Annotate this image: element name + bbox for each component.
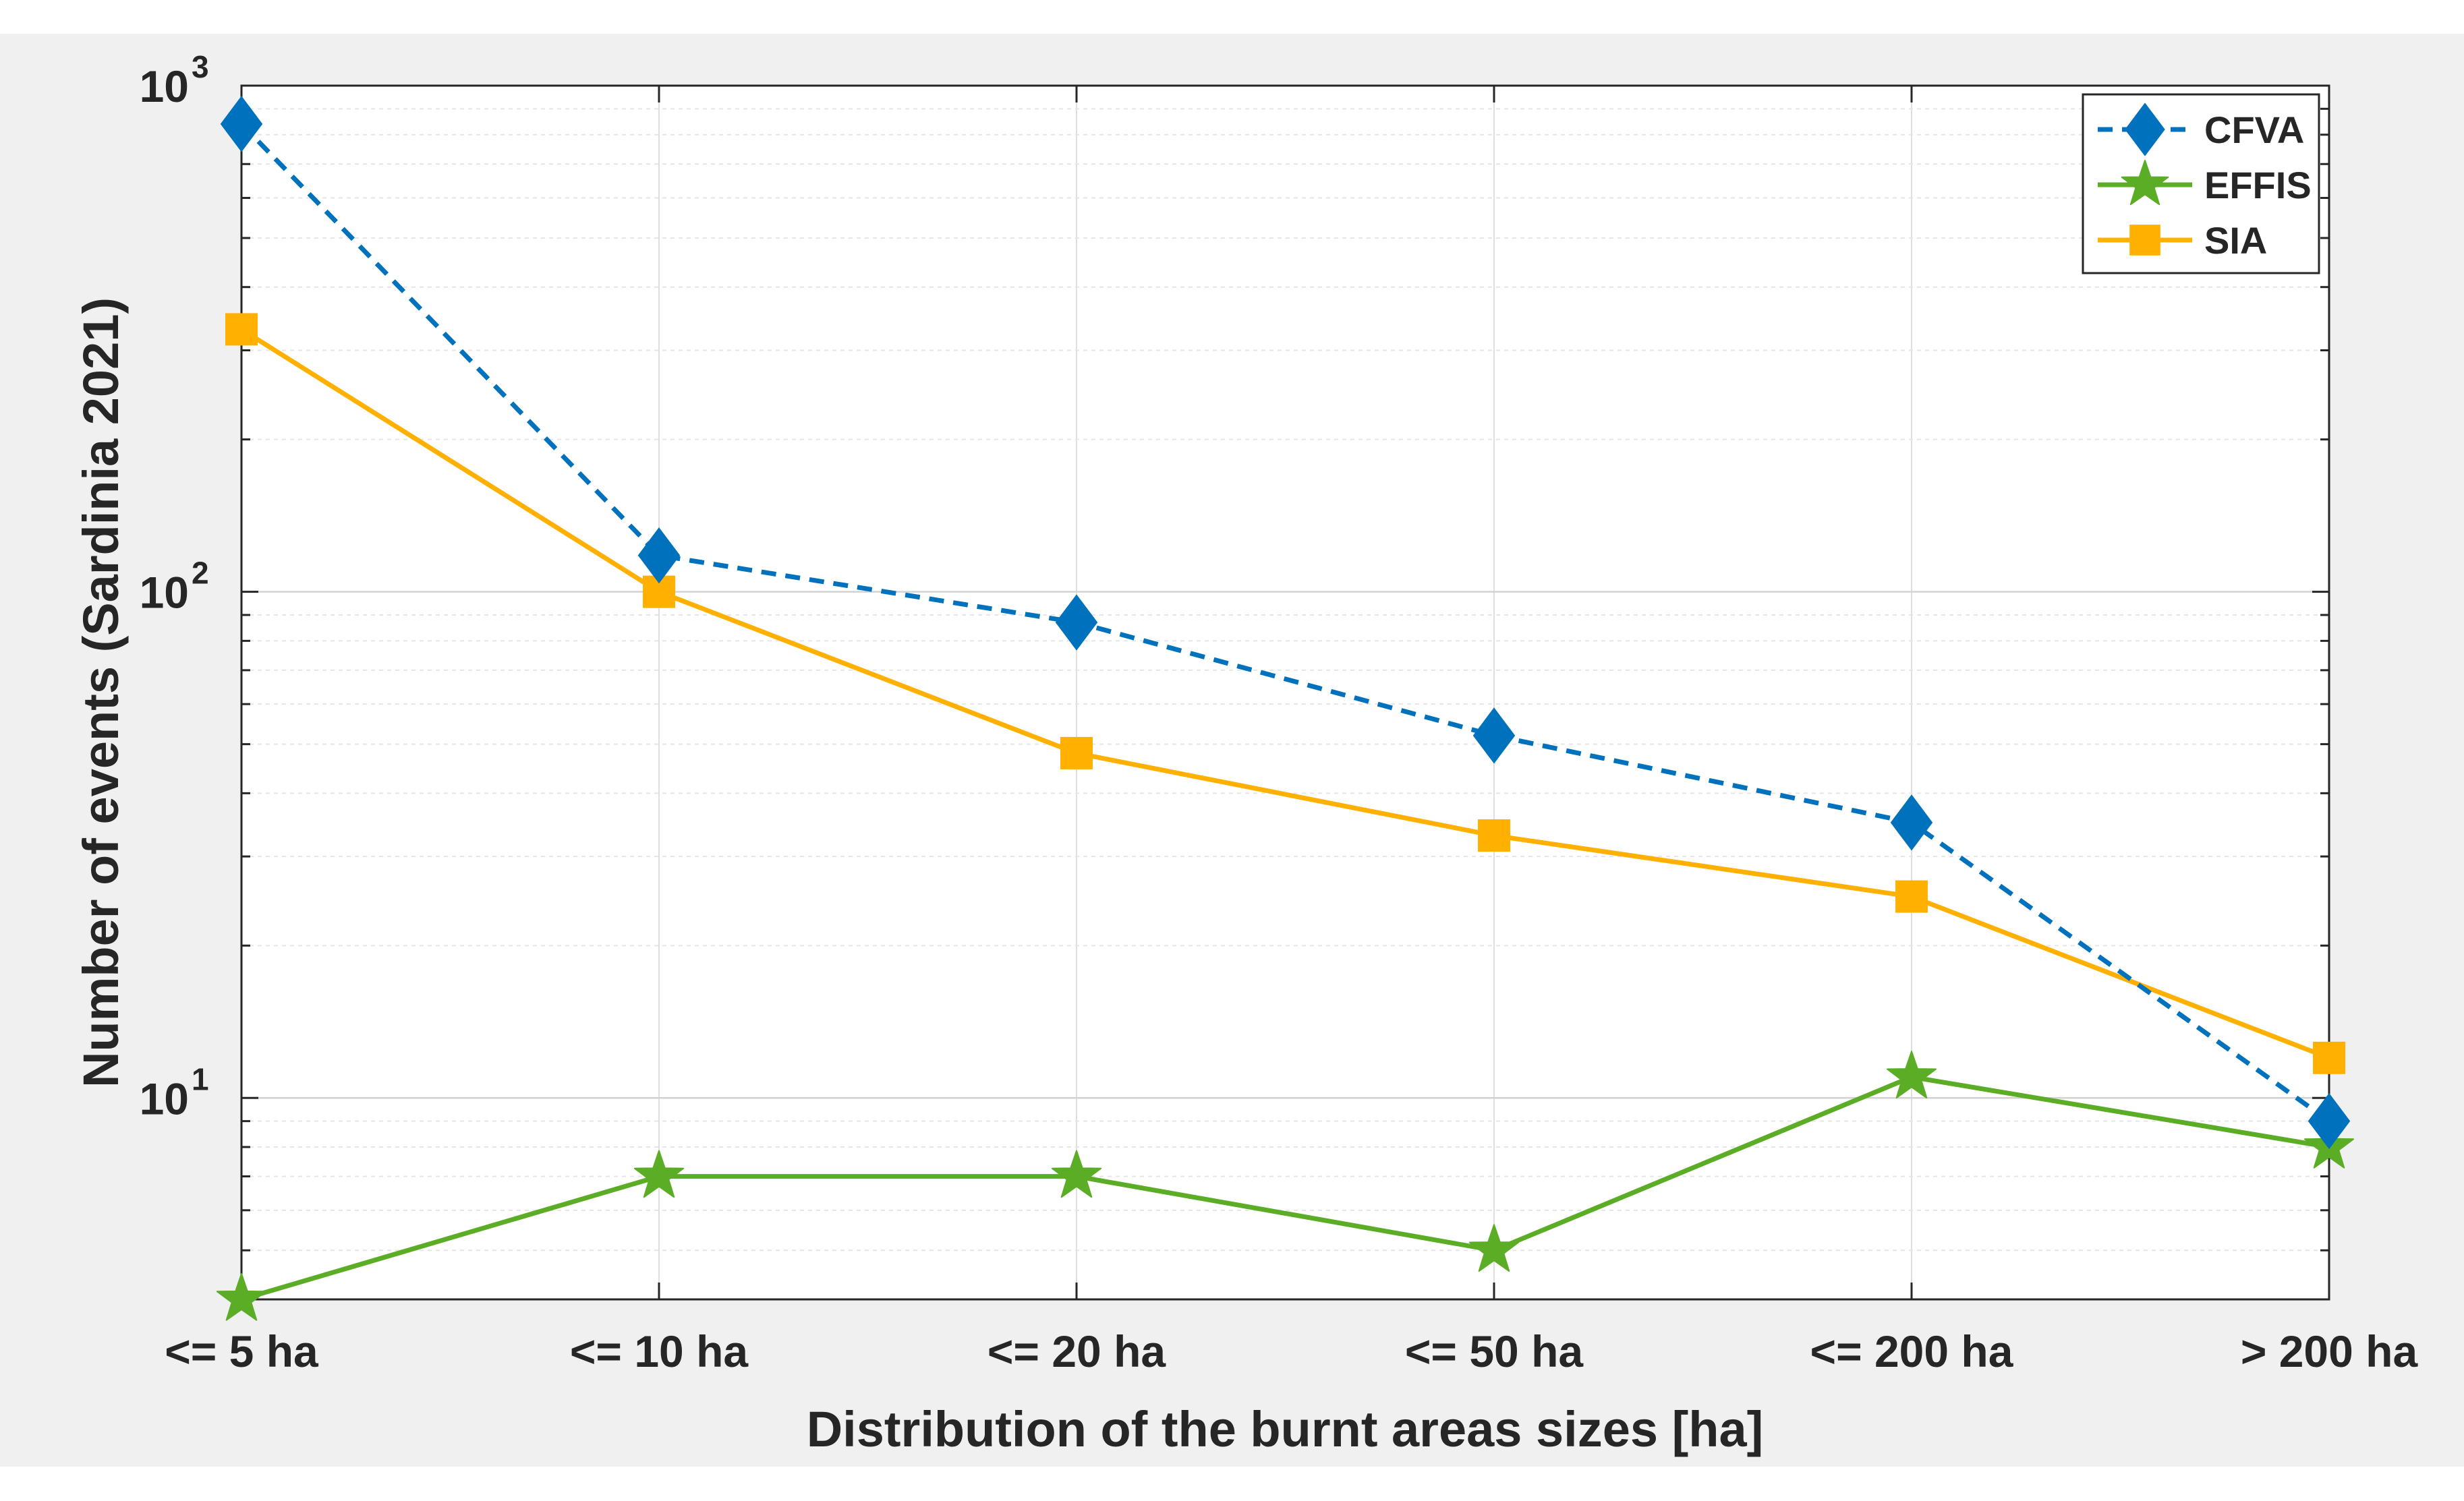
legend-label: SIA xyxy=(2204,219,2267,262)
x-tick-label: <= 10 ha xyxy=(570,1326,749,1376)
marker-square xyxy=(2313,1041,2345,1074)
series-sia xyxy=(225,313,2345,1074)
series-line xyxy=(240,327,2330,1061)
marker-square xyxy=(225,313,258,346)
legend-item-cfva: CFVA xyxy=(2098,102,2304,156)
marker-diamond xyxy=(2125,102,2165,156)
y-tick-label: 10 3 xyxy=(140,49,209,111)
x-tick-label: > 200 ha xyxy=(2241,1326,2419,1376)
legend-label: EFFIS xyxy=(2204,164,2312,206)
y-tick-base: 10 xyxy=(140,61,189,111)
legend-item-sia: SIA xyxy=(2098,219,2267,262)
marker-square xyxy=(1060,736,1093,769)
y-tick-label: 10 2 xyxy=(140,556,209,618)
series-line xyxy=(241,1074,2330,1302)
y-axis-label: Number of events (Sardinia 2021) xyxy=(73,297,129,1088)
marker-diamond xyxy=(220,96,263,152)
legend-item-effis: EFFIS xyxy=(2098,159,2312,206)
axis-ticks: <= 5 ha <= 10 ha <= 20 ha <= 50 ha <= 200 ha… xyxy=(140,49,2419,1376)
y-tick-base: 10 xyxy=(140,568,189,618)
marker-square xyxy=(1895,880,1928,913)
marker-star xyxy=(216,1273,267,1321)
marker-diamond xyxy=(1472,707,1516,764)
plot-frame xyxy=(240,84,2330,1301)
x-tick-label: <= 5 ha xyxy=(165,1326,319,1376)
y-tick-exponent: 2 xyxy=(192,556,209,591)
marker-star xyxy=(1886,1051,1937,1098)
y-tick-base: 10 xyxy=(140,1073,189,1123)
series-cfva xyxy=(220,96,2351,1150)
marker-star xyxy=(2121,159,2169,206)
legend-label: CFVA xyxy=(2204,109,2304,151)
legend: CFVA EFFIS SIA xyxy=(2082,93,2320,274)
y-tick-label: 10 1 xyxy=(140,1061,209,1123)
series-line xyxy=(239,122,2331,1123)
marker-diamond xyxy=(1890,794,1933,851)
marker-diamond xyxy=(637,527,681,584)
x-axis-label: Distribution of the burnt areas sizes [h… xyxy=(807,1401,1764,1457)
x-tick-label: <= 50 ha xyxy=(1405,1326,1584,1376)
plot-area xyxy=(241,86,2329,1299)
y-tick-exponent: 1 xyxy=(192,1061,209,1096)
marker-square xyxy=(2129,225,2160,256)
y-tick-exponent: 3 xyxy=(192,49,209,84)
marker-star xyxy=(1051,1150,1102,1198)
x-tick-label: <= 20 ha xyxy=(987,1326,1166,1376)
marker-diamond xyxy=(2308,1092,2351,1150)
marker-star xyxy=(633,1150,685,1198)
marker-square xyxy=(1478,819,1510,852)
x-tick-label: <= 200 ha xyxy=(1810,1326,2014,1376)
marker-diamond xyxy=(1055,594,1098,651)
series xyxy=(216,96,2355,1321)
marker-star xyxy=(1468,1224,1520,1272)
